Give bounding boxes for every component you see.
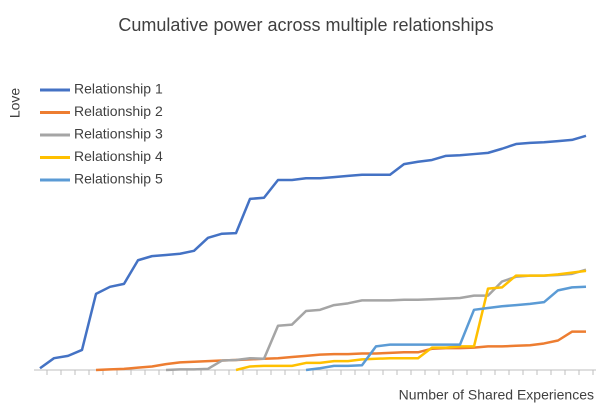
- legend-label: Relationship 2: [74, 103, 163, 119]
- legend-label: Relationship 4: [74, 148, 163, 164]
- legend-label: Relationship 3: [74, 126, 163, 142]
- legend-label: Relationship 5: [74, 171, 163, 187]
- series-line: [235, 269, 587, 372]
- series-line: [305, 285, 587, 372]
- legend-label: Relationship 1: [74, 81, 163, 97]
- chart-title: Cumulative power across multiple relatio…: [118, 15, 493, 35]
- x-axis-label: Number of Shared Experiences: [399, 387, 594, 403]
- series-line: [39, 134, 587, 370]
- series-line: [95, 330, 586, 372]
- y-axis-label: Love: [7, 88, 23, 119]
